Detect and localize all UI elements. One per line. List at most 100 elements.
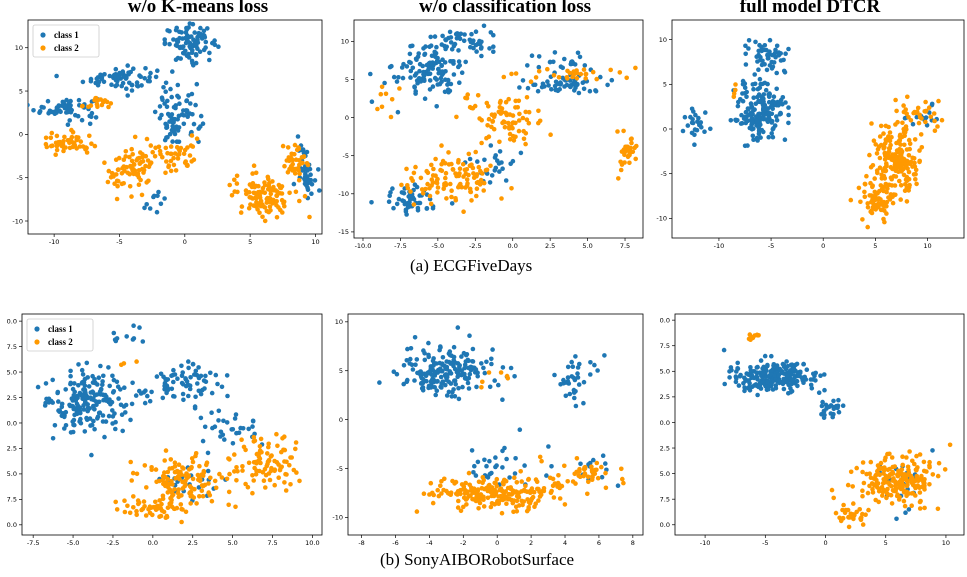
- point-class-2: [148, 160, 154, 165]
- point-class-2: [496, 109, 502, 115]
- point-class-2: [882, 465, 887, 470]
- point-class-1: [592, 362, 597, 368]
- point-class-1: [162, 101, 167, 106]
- point-class-1: [479, 361, 484, 366]
- point-class-1: [494, 463, 499, 468]
- point-class-1: [102, 392, 108, 398]
- point-class-2: [280, 436, 285, 441]
- point-class-1: [424, 371, 430, 376]
- axes-frame: [347, 313, 644, 536]
- point-class-1: [175, 39, 181, 44]
- point-class-1: [111, 330, 117, 336]
- point-class-1: [424, 62, 430, 68]
- point-class-1: [743, 62, 749, 67]
- point-class-2: [277, 191, 283, 196]
- point-class-2: [479, 140, 484, 146]
- point-class-1: [184, 379, 190, 384]
- point-class-2: [43, 135, 49, 141]
- y-tick-label: 0.0: [7, 521, 17, 529]
- point-class-1: [412, 73, 418, 78]
- point-class-1: [209, 390, 215, 396]
- points-layer: [28, 21, 322, 224]
- point-class-2: [136, 155, 142, 161]
- point-class-1: [735, 366, 740, 371]
- point-class-2: [902, 142, 907, 148]
- point-class-1: [412, 85, 418, 90]
- point-class-1: [456, 59, 462, 64]
- point-class-2: [865, 490, 871, 496]
- point-class-2: [466, 172, 471, 178]
- point-class-2: [874, 168, 880, 173]
- point-class-2: [171, 155, 176, 161]
- x-tick-label: 10.0: [305, 539, 319, 547]
- point-class-1: [781, 362, 787, 368]
- point-class-1: [444, 393, 450, 398]
- point-class-1: [116, 396, 121, 401]
- point-class-2: [256, 190, 261, 195]
- point-class-2: [131, 505, 136, 510]
- point-class-1: [736, 99, 741, 105]
- point-class-2: [906, 153, 912, 158]
- point-class-1: [449, 201, 455, 206]
- point-class-1: [778, 111, 783, 117]
- y-tick-label: 7.5: [7, 496, 17, 504]
- point-class-1: [490, 347, 495, 352]
- legend-label-class-2: class 2: [48, 337, 73, 347]
- point-class-2: [61, 148, 66, 154]
- point-class-2: [165, 469, 171, 475]
- point-class-1: [218, 429, 224, 435]
- point-class-2: [139, 192, 145, 198]
- point-class-2: [158, 151, 163, 157]
- point-class-2: [194, 501, 199, 506]
- point-class-1: [203, 373, 208, 379]
- point-class-2: [935, 124, 940, 129]
- point-class-2: [876, 466, 882, 472]
- point-class-2: [389, 97, 395, 102]
- point-class-2: [913, 485, 918, 491]
- point-class-2: [621, 147, 627, 152]
- point-class-1: [751, 375, 757, 381]
- point-class-2: [172, 151, 178, 156]
- point-class-1: [762, 102, 768, 108]
- point-class-2: [618, 167, 624, 173]
- point-class-2: [878, 197, 883, 202]
- x-tick-label: 10: [923, 242, 931, 250]
- point-class-1: [776, 372, 781, 378]
- point-class-2: [176, 462, 182, 468]
- point-class-1: [545, 79, 550, 84]
- point-class-1: [391, 205, 396, 211]
- x-tick-label: 2: [529, 539, 533, 547]
- point-class-1: [459, 354, 464, 359]
- point-class-2: [498, 486, 504, 491]
- point-class-1: [407, 199, 412, 205]
- point-class-1: [776, 50, 782, 55]
- point-class-1: [109, 82, 114, 87]
- point-class-2: [288, 482, 293, 487]
- point-class-1: [209, 410, 214, 416]
- point-class-1: [205, 450, 211, 456]
- point-class-2: [191, 495, 197, 500]
- point-class-1: [500, 166, 505, 171]
- point-class-1: [439, 63, 444, 68]
- point-class-1: [216, 44, 221, 49]
- point-class-2: [411, 202, 417, 207]
- point-class-2: [907, 161, 913, 166]
- point-class-2: [589, 464, 594, 470]
- point-class-2: [517, 503, 522, 508]
- point-class-1: [599, 474, 605, 480]
- point-class-1: [804, 367, 810, 373]
- point-class-2: [862, 189, 867, 195]
- point-class-2: [942, 467, 948, 472]
- point-class-1: [567, 83, 573, 89]
- point-class-2: [589, 477, 595, 483]
- point-class-2: [397, 86, 402, 91]
- point-class-2: [165, 490, 171, 495]
- point-class-1: [465, 357, 471, 363]
- point-class-1: [408, 346, 414, 351]
- point-class-1: [439, 79, 444, 84]
- point-class-2: [857, 507, 862, 512]
- point-class-2: [275, 443, 280, 449]
- point-class-2: [888, 175, 894, 180]
- point-class-2: [498, 98, 503, 104]
- point-class-2: [919, 484, 925, 490]
